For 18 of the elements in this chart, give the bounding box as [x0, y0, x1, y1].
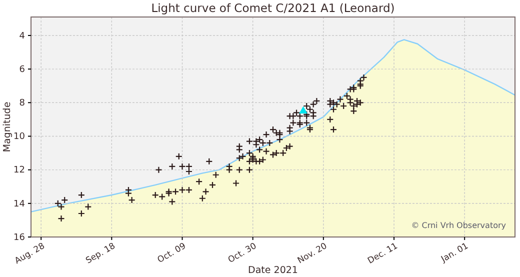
annotation: © Crni Vrh Observatory	[411, 221, 506, 230]
x-tick-label: Jan. 01	[438, 241, 470, 266]
y-tick-label: 4	[19, 31, 26, 42]
y-tick-label: 6	[19, 64, 26, 75]
y-tick-label: 8	[19, 98, 26, 109]
y-axis-title: Magnitude	[2, 102, 13, 152]
x-tick-label: Oct. 09	[156, 241, 188, 266]
x-tick-label: Oct. 30	[226, 241, 258, 266]
chart-title: Light curve of Comet C/2021 A1 (Leonard)	[151, 1, 395, 15]
x-tick-label: Sep. 18	[84, 241, 118, 266]
y-tick-label: 12	[14, 166, 25, 176]
y-tick-label: 14	[14, 199, 26, 210]
y-tick-label: 10	[14, 132, 26, 142]
x-axis-title: Date 2021	[248, 265, 298, 276]
x-tick-label: Aug. 28	[13, 241, 47, 266]
y-tick-label: 16	[14, 232, 26, 243]
x-tick-label: Dec. 11	[366, 241, 400, 266]
x-tick-label: Nov. 20	[296, 241, 329, 266]
